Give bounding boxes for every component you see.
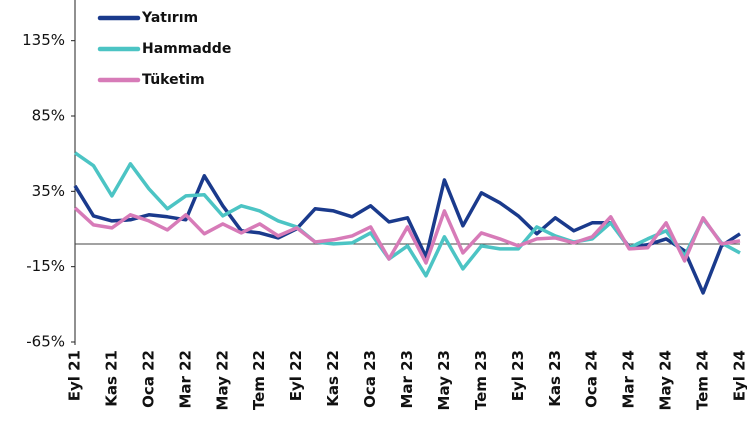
x-tick-label: Eyl 23 (509, 350, 527, 401)
x-tick-label: Kas 22 (324, 350, 342, 407)
y-tick-label: 85% (32, 107, 65, 125)
series-line (73, 174, 741, 295)
legend-label: Hammadde (142, 41, 231, 57)
legend-label: Tüketim (142, 72, 205, 88)
x-tick-label: Eyl 21 (66, 350, 84, 401)
x-tick-label: Tem 24 (694, 350, 712, 410)
legend-label: Yatırım (141, 10, 198, 26)
series-line (73, 206, 741, 265)
x-tick-label: Mar 23 (398, 350, 416, 409)
x-tick-label: Oca 23 (361, 350, 379, 408)
series-line (73, 151, 741, 278)
x-tick-label: Tem 22 (250, 350, 268, 410)
y-tick-label: -65% (26, 332, 65, 350)
y-tick-label: -15% (26, 257, 65, 275)
x-tick-label: Kas 21 (102, 350, 120, 407)
x-tick-label: Mar 24 (620, 350, 638, 409)
x-tick-label: Tem 23 (472, 350, 490, 410)
x-tick-label: May 23 (435, 350, 453, 410)
y-tick-label: 35% (32, 182, 65, 200)
x-tick-label: Kas 23 (546, 350, 564, 407)
x-tick-label: Eyl 24 (731, 350, 747, 401)
y-tick-label: 135% (22, 31, 65, 49)
x-tick-label: May 24 (657, 350, 675, 410)
x-tick-label: May 22 (213, 350, 231, 410)
x-tick-label: Oca 24 (583, 350, 601, 408)
x-tick-label: Eyl 22 (287, 350, 305, 401)
x-tick-label: Oca 22 (139, 350, 157, 408)
x-tick-label: Mar 22 (176, 350, 194, 409)
